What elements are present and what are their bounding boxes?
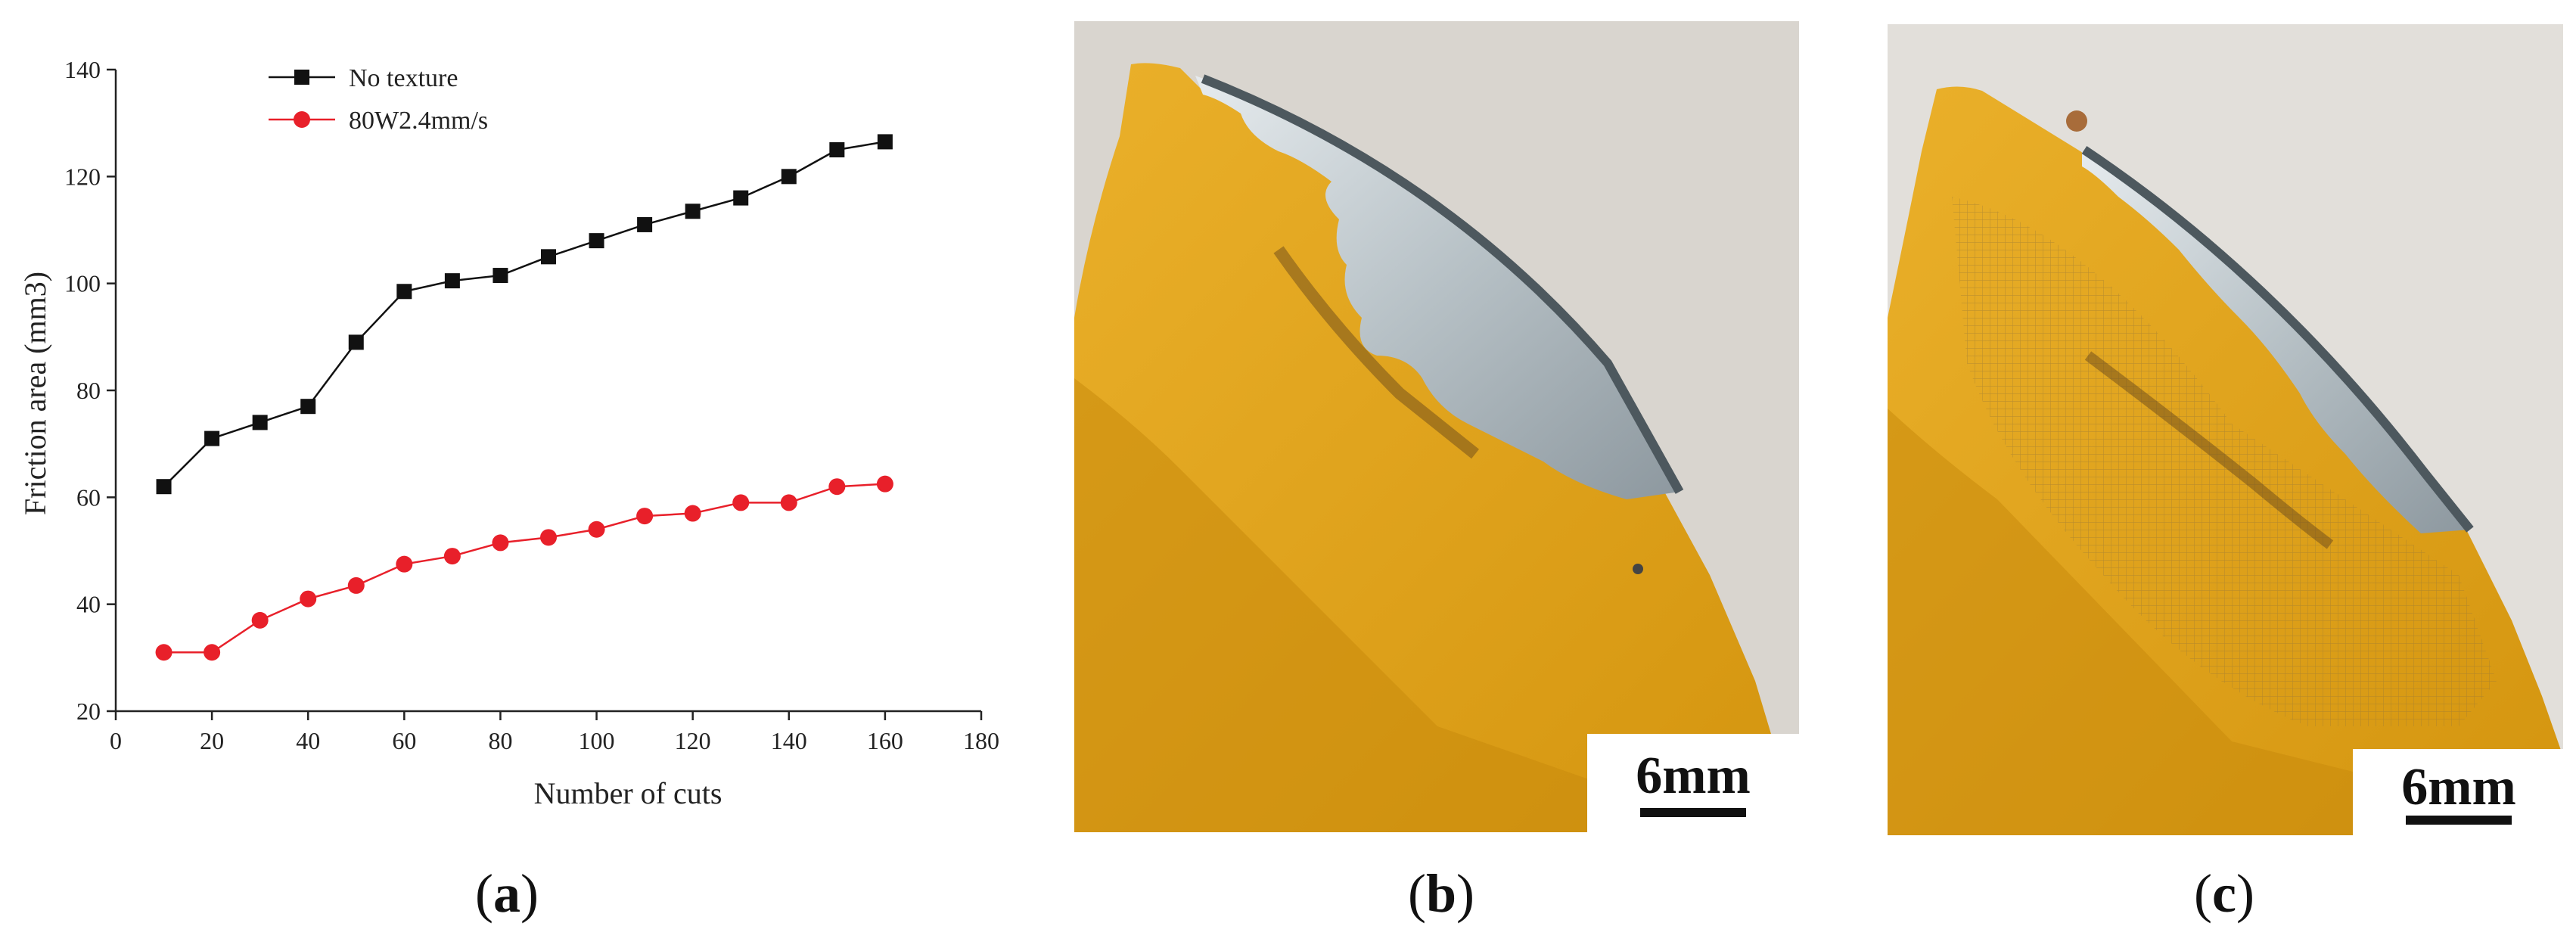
data-point-circle bbox=[347, 577, 365, 594]
data-point-square bbox=[637, 216, 653, 232]
blade-c-stain bbox=[2084, 351, 2334, 549]
data-point-circle bbox=[443, 548, 461, 565]
data-point-circle bbox=[155, 644, 172, 661]
data-point-circle bbox=[732, 494, 750, 511]
chart-axes bbox=[114, 70, 981, 713]
data-point-square bbox=[877, 134, 893, 150]
x-tick-label: 100 bbox=[579, 727, 615, 754]
data-point-circle bbox=[876, 475, 893, 493]
data-point-circle bbox=[492, 534, 509, 552]
x-tick-label: 160 bbox=[867, 727, 903, 754]
data-point-circle bbox=[588, 521, 605, 538]
data-point-square bbox=[300, 399, 316, 415]
x-tick-label: 40 bbox=[296, 727, 320, 754]
data-point-square bbox=[204, 430, 220, 446]
data-point-square bbox=[444, 273, 460, 289]
data-point-circle bbox=[251, 611, 269, 629]
data-point-circle bbox=[204, 644, 221, 661]
x-tick-label: 180 bbox=[963, 727, 999, 754]
chart-ticks: 0 20 40 60 80 100 120 140 160 180 20 40 60 80 100 120 14… bbox=[64, 56, 999, 754]
y-tick-label: 20 bbox=[76, 698, 101, 725]
caption-c-open: ( bbox=[2194, 863, 2213, 924]
blade-c-edge-line bbox=[2081, 146, 2474, 533]
blade-c-shadow bbox=[1888, 409, 2360, 835]
caption-c-close: ) bbox=[2236, 863, 2254, 924]
data-point-circle bbox=[540, 529, 557, 546]
data-point-circle bbox=[300, 590, 317, 608]
caption-b: (b) bbox=[1328, 862, 1555, 925]
caption-c: (c) bbox=[2111, 862, 2338, 925]
data-point-square bbox=[348, 334, 364, 350]
caption-c-letter: c bbox=[2212, 863, 2236, 924]
x-tick-label: 0 bbox=[110, 727, 122, 754]
y-tick-label: 140 bbox=[64, 56, 101, 83]
data-point-square bbox=[396, 284, 412, 300]
data-point-square bbox=[733, 190, 749, 206]
photo-panel-c: 6mm bbox=[1888, 24, 2563, 835]
data-point-square bbox=[493, 268, 508, 284]
friction-area-chart: 0 20 40 60 80 100 120 140 160 180 20 40 60 80 100 120 14… bbox=[18, 56, 999, 810]
data-point-square bbox=[685, 204, 701, 219]
data-point-circle bbox=[636, 508, 654, 525]
data-point-circle bbox=[684, 505, 701, 522]
blade-c-chip bbox=[2066, 110, 2087, 132]
data-point-square bbox=[829, 142, 845, 157]
legend-label: No texture bbox=[349, 64, 458, 92]
caption-a: (a) bbox=[393, 862, 620, 925]
data-point-circle bbox=[396, 555, 413, 573]
y-axis-label: Friction area (mm3) bbox=[18, 272, 52, 515]
x-tick-label: 80 bbox=[488, 727, 512, 754]
scale-label-b: 6mm bbox=[1636, 747, 1751, 805]
legend-label: 80W2.4mm/s bbox=[349, 107, 488, 135]
caption-b-open: ( bbox=[1407, 863, 1426, 924]
data-point-square bbox=[781, 169, 797, 185]
y-tick-label: 80 bbox=[76, 377, 101, 404]
chart-legend: No texture 80W2.4mm/s bbox=[269, 64, 488, 135]
scale-bar-b bbox=[1640, 808, 1746, 817]
legend-marker-square bbox=[294, 70, 309, 85]
blade-b-spot bbox=[1633, 564, 1643, 574]
data-point-circle bbox=[828, 478, 846, 496]
blade-b-edge-line bbox=[1201, 74, 1684, 494]
series-line-1 bbox=[163, 141, 886, 488]
x-tick-label: 60 bbox=[392, 727, 416, 754]
chart-series bbox=[155, 134, 893, 661]
blade-b-stain bbox=[1273, 246, 1479, 459]
blade-b-shadow bbox=[1074, 378, 1589, 832]
y-tick-label: 120 bbox=[64, 163, 101, 190]
scale-label-c: 6mm bbox=[2401, 758, 2516, 816]
caption-a-open: ( bbox=[475, 863, 493, 924]
x-tick-label: 20 bbox=[200, 727, 224, 754]
data-point-square bbox=[156, 479, 172, 495]
caption-a-close: ) bbox=[520, 863, 539, 924]
data-point-square bbox=[589, 233, 604, 249]
y-tick-label: 60 bbox=[76, 483, 101, 511]
blade-b-steel-edge bbox=[1195, 76, 1680, 499]
data-point-square bbox=[541, 249, 556, 265]
x-axis-label: Number of cuts bbox=[534, 776, 722, 810]
blade-c-steel-edge bbox=[2082, 151, 2470, 533]
data-point-circle bbox=[780, 494, 797, 511]
data-point-square bbox=[252, 415, 268, 430]
y-tick-label: 40 bbox=[76, 591, 101, 618]
series-line-2 bbox=[163, 483, 885, 654]
legend-marker-circle bbox=[294, 111, 310, 128]
x-tick-label: 120 bbox=[675, 727, 711, 754]
caption-b-letter: b bbox=[1425, 863, 1457, 924]
scale-bar-c bbox=[2406, 816, 2512, 825]
x-tick-label: 140 bbox=[771, 727, 807, 754]
caption-a-letter: a bbox=[493, 863, 520, 924]
y-tick-label: 100 bbox=[64, 270, 101, 297]
caption-b-close: ) bbox=[1456, 863, 1474, 924]
photo-panel-b: 6mm bbox=[1074, 21, 1799, 833]
